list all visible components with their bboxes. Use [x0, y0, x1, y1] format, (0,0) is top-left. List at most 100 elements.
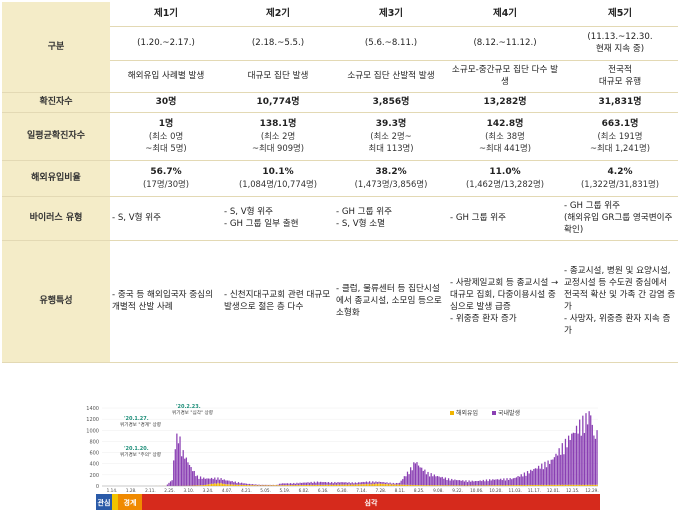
bar-overseas: [234, 484, 236, 486]
bar-overseas: [343, 484, 345, 486]
bar-overseas: [272, 485, 274, 486]
bar-domestic: [588, 411, 590, 485]
bar-domestic: [498, 479, 500, 486]
bar-overseas: [253, 485, 255, 486]
bar-domestic: [492, 479, 494, 486]
bar-domestic: [446, 480, 448, 486]
bar-overseas: [297, 485, 300, 486]
daily-avg-range: (최소 38명 ~최대 441명): [478, 131, 532, 153]
bar-domestic: [239, 483, 241, 486]
bar-domestic: [247, 483, 249, 486]
annotation-date: '20.1.20.: [124, 446, 149, 452]
bar-overseas: [517, 485, 519, 486]
bar-domestic: [337, 482, 339, 485]
period-2: 제2기: [222, 2, 334, 27]
bar-overseas: [593, 484, 595, 486]
bar-domestic: [381, 482, 383, 484]
bar-overseas: [299, 484, 301, 486]
alert-level-label: 심각: [365, 498, 378, 507]
characteristics-value: - 사랑제일교회 등 종교시설 → 대규모 집회, 다중이용시설 중심으로 발생…: [448, 240, 562, 363]
bar-overseas: [430, 485, 432, 486]
bar-domestic: [571, 433, 573, 485]
virus-type-value: - GH 그룹 위주 (해외유입 GR그룹 영국변이주 확인): [562, 196, 678, 241]
bar-domestic: [558, 448, 560, 485]
bar-domestic: [544, 461, 546, 485]
bar-overseas: [477, 485, 480, 486]
bar-overseas: [422, 485, 424, 486]
bar-domestic: [380, 481, 382, 484]
bar-overseas: [264, 485, 266, 486]
characteristics-value: - 클럽, 물류센터 등 집단시설에서 종교시설, 소모임 등으로 소형화: [334, 240, 448, 363]
bar-domestic: [302, 482, 304, 485]
bar-overseas: [590, 484, 592, 486]
x-tick-label: 5.19.: [279, 488, 290, 493]
bar-domestic: [500, 478, 502, 486]
bar-domestic: [549, 463, 551, 485]
period-3: 제3기: [334, 2, 448, 27]
daily-avg-main: 663.1명: [601, 119, 639, 129]
bar-overseas: [274, 485, 276, 486]
bar-overseas: [239, 485, 241, 486]
annotation-text: 위기경보 "주의" 상향: [120, 451, 162, 458]
bar-overseas: [515, 485, 518, 486]
bar-overseas: [556, 484, 559, 486]
bar-domestic: [417, 465, 420, 486]
bar-overseas: [212, 483, 214, 486]
bar-domestic: [277, 484, 279, 486]
bar-overseas: [579, 484, 581, 486]
confirmed-label: 확진자수: [2, 92, 110, 113]
bar-overseas: [582, 484, 584, 486]
bar-domestic: [384, 482, 387, 485]
bar-domestic: [313, 481, 315, 485]
bar-domestic: [225, 480, 227, 485]
bar-overseas: [534, 484, 537, 486]
bar-domestic: [487, 481, 489, 486]
bar-domestic: [278, 483, 281, 486]
bar-overseas: [315, 485, 317, 486]
bar-domestic: [378, 481, 380, 484]
bar-overseas: [373, 484, 375, 486]
bar-domestic: [506, 478, 508, 486]
bar-domestic: [171, 480, 173, 486]
bar-domestic: [293, 482, 295, 485]
bar-overseas: [447, 485, 450, 486]
bar-domestic: [376, 482, 379, 484]
bar-overseas: [222, 483, 224, 486]
bar-domestic: [405, 476, 407, 485]
bar-overseas: [471, 485, 473, 486]
bar-overseas: [490, 485, 492, 486]
bar-overseas: [507, 485, 510, 486]
bar-domestic: [316, 481, 319, 485]
header-label: 구분: [2, 2, 110, 93]
bar-domestic: [342, 482, 344, 485]
bar-domestic: [515, 477, 518, 486]
bar-overseas: [357, 484, 360, 486]
bar-overseas: [432, 485, 434, 486]
bar-domestic: [248, 483, 251, 486]
bar-domestic: [507, 479, 510, 486]
bar-overseas: [519, 485, 521, 486]
bar-overseas: [504, 485, 507, 486]
bar-domestic: [398, 482, 401, 485]
bar-domestic: [436, 476, 439, 486]
bar-domestic: [329, 482, 331, 485]
bar-domestic: [343, 482, 345, 485]
overseas-ratio-main: 10.1%: [262, 167, 294, 177]
bar-overseas: [577, 484, 579, 486]
bar-overseas: [561, 484, 563, 486]
bar-overseas: [207, 484, 210, 486]
bar-domestic: [569, 440, 571, 485]
bar-domestic: [168, 482, 170, 486]
alert-level-label: 경계: [124, 498, 137, 507]
overseas-ratio-cell: 38.2% (1,473명/3,856명): [334, 160, 448, 197]
bar-domestic: [485, 479, 488, 486]
bar-domestic: [536, 468, 538, 486]
characteristics-label: 유행특성: [2, 240, 110, 363]
overseas-ratio-detail: (17명/30명): [142, 179, 190, 189]
virus-type-value: - GH 그룹 위주 - S, V형 소멸: [334, 196, 448, 241]
bar-overseas: [327, 484, 330, 486]
bar-domestic: [489, 479, 491, 486]
bar-domestic: [452, 480, 454, 486]
period-dates: (1.20.~2.17.): [110, 26, 222, 61]
bar-domestic: [203, 477, 205, 486]
